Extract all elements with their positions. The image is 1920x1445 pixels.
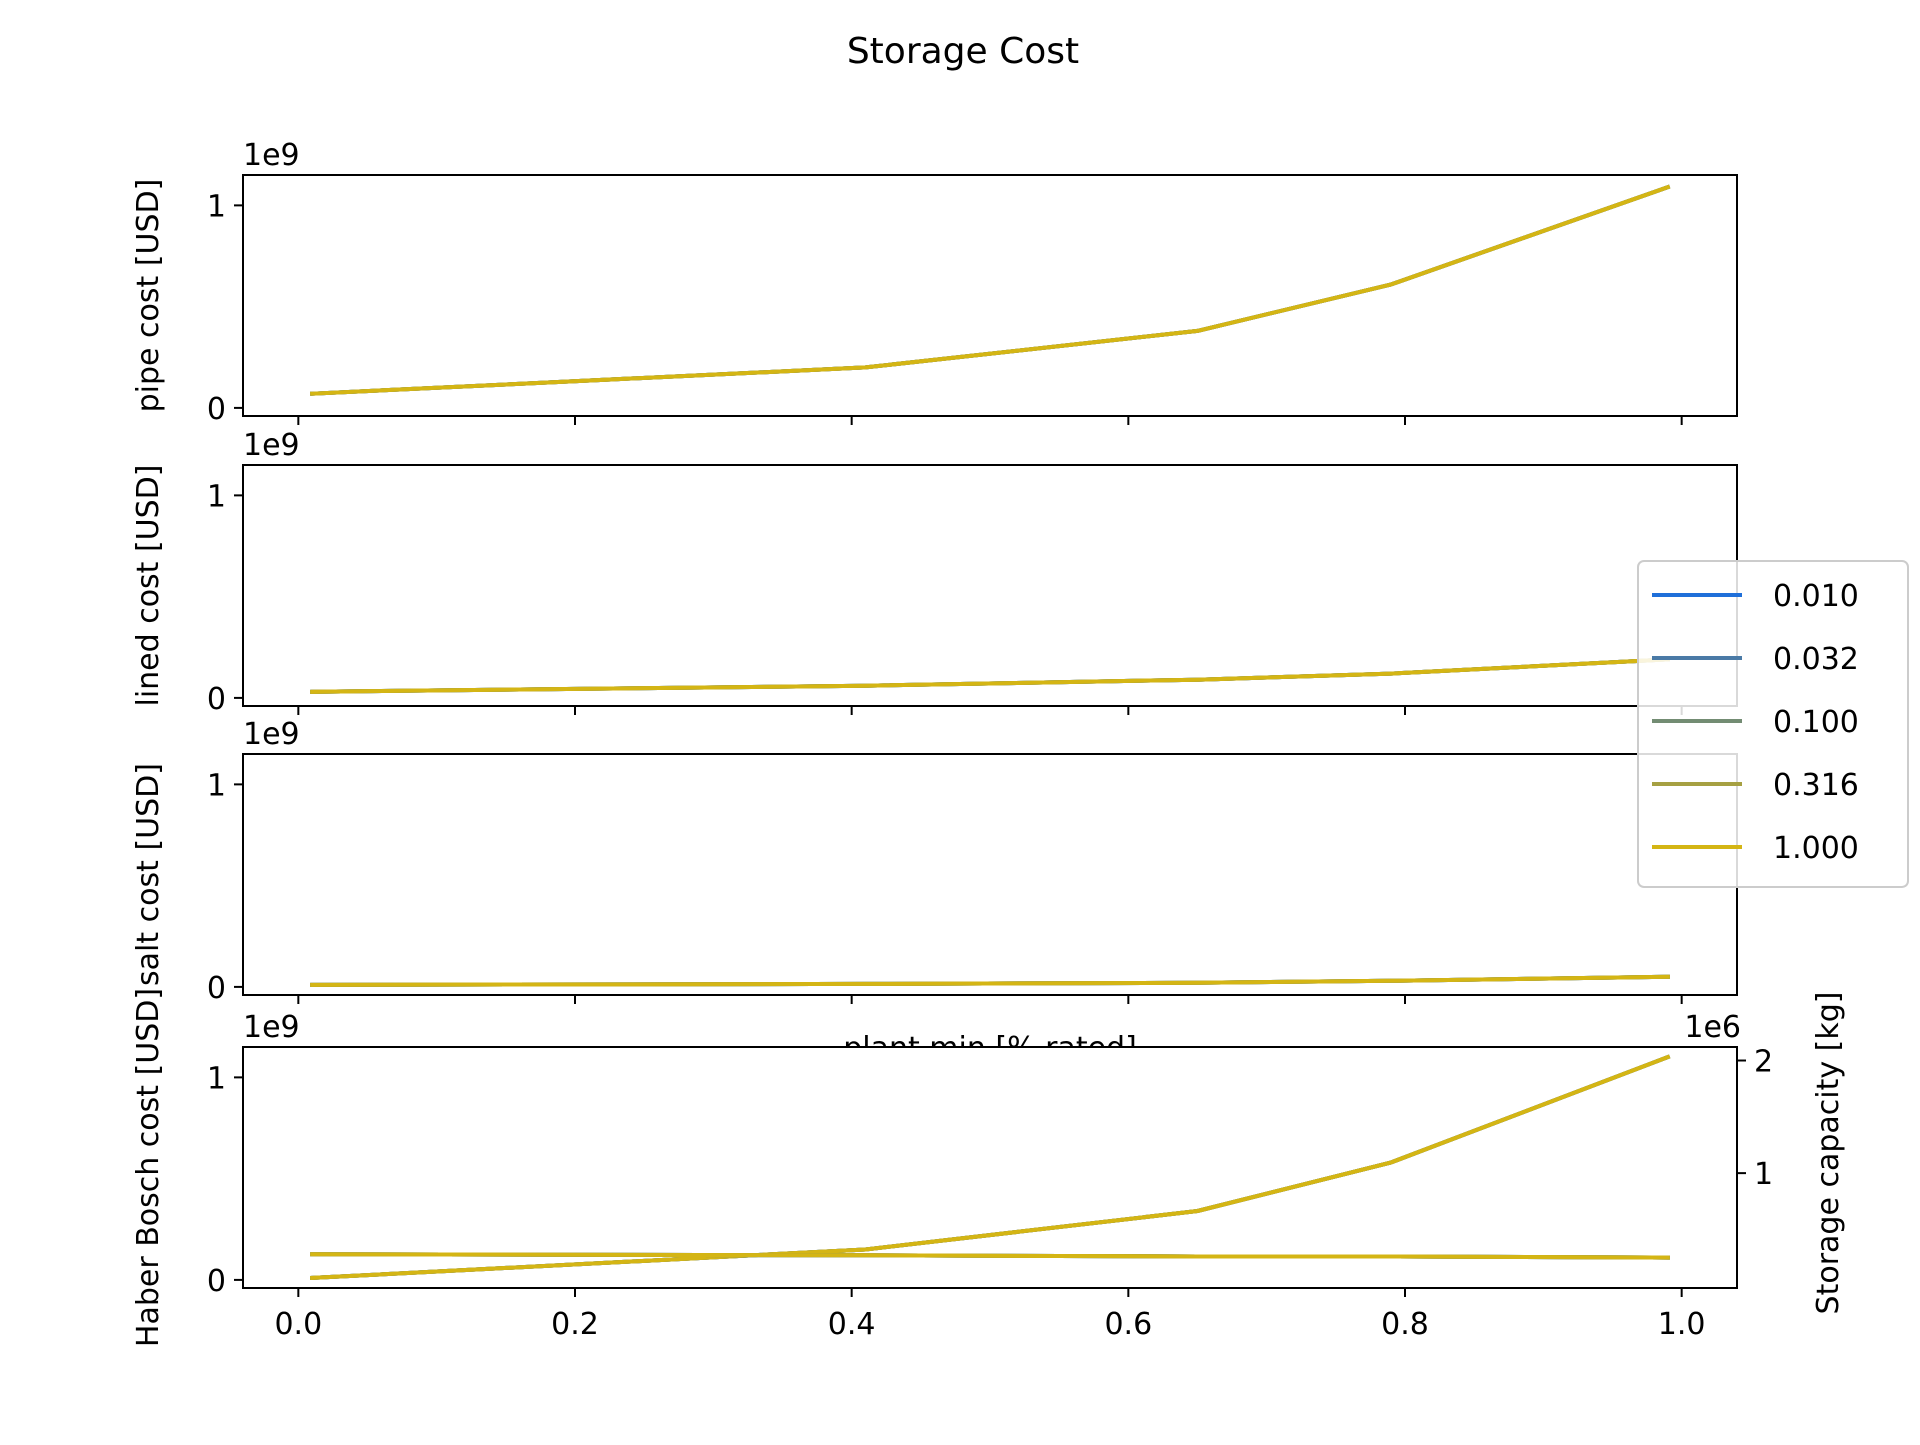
legend-label: 0.032 (1773, 642, 1859, 677)
y2-tick-label: 1 (1754, 1157, 1773, 1192)
y2-tick-label: 2 (1754, 1045, 1773, 1080)
legend-label: 0.100 (1773, 705, 1859, 740)
axes-frame (243, 175, 1737, 416)
y-offset-label: 1e9 (243, 138, 300, 173)
y-tick-label: 0 (207, 682, 226, 717)
x-tick-label: 0.2 (551, 1307, 599, 1342)
y-axis-label: lined cost [USD] (131, 464, 166, 706)
x-tick-label: 0.0 (274, 1307, 322, 1342)
y-tick-label: 0 (207, 392, 226, 427)
y2-axis-label: Storage capacity [kg] (1811, 992, 1846, 1315)
legend: 0.010 0.032 0.100 0.316 1.000 (1638, 561, 1908, 887)
y-axis-label: Haber Bosch cost [USD] (131, 988, 166, 1347)
figure-title: Storage Cost (847, 31, 1079, 72)
y-offset-label: 1e9 (243, 717, 300, 752)
legend-label: 0.316 (1773, 768, 1859, 803)
y-tick-label: 1 (207, 768, 226, 803)
y-offset-label: 1e9 (243, 1010, 300, 1045)
y-tick-label: 0 (207, 1264, 226, 1299)
y-tick-label: 1 (207, 1061, 226, 1096)
y-axis-label: salt cost [USD] (131, 763, 166, 986)
legend-label: 1.000 (1773, 831, 1859, 866)
legend-label: 0.010 (1773, 579, 1859, 614)
x-tick-label: 0.8 (1381, 1307, 1429, 1342)
y-tick-label: 1 (207, 479, 226, 514)
x-tick-label: 0.6 (1104, 1307, 1152, 1342)
axes-frame (243, 754, 1737, 995)
x-tick-label: 0.4 (828, 1307, 876, 1342)
y-axis-label: pipe cost [USD] (131, 179, 166, 413)
axes-frame (243, 465, 1737, 706)
y2-offset-label: 1e6 (1684, 1010, 1741, 1045)
subplot-2: 0 1 1e9 lined cost [USD] (131, 428, 1737, 717)
y-tick-label: 1 (207, 189, 226, 224)
y-offset-label: 1e9 (243, 428, 300, 463)
x-tick-label: 1.0 (1658, 1307, 1706, 1342)
y-tick-label: 0 (207, 971, 226, 1006)
axes-frame (243, 1047, 1737, 1288)
subplots: 0 1 1e9 pipe cost [USD] 0 1 1e9 lined cost [USD… (131, 138, 1846, 1347)
subplot-1: 0 1 1e9 pipe cost [USD] (131, 138, 1737, 427)
